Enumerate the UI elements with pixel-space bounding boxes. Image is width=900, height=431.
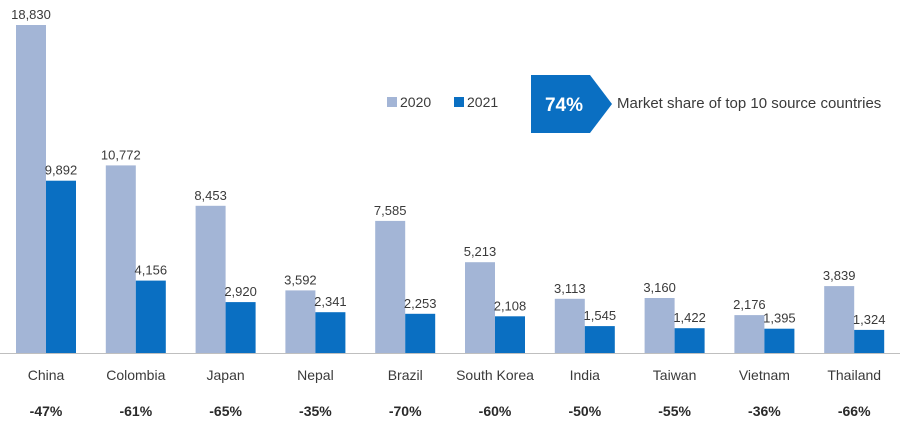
change-label-colombia: -61% [119, 403, 152, 419]
value-label-2021-india: 1,545 [584, 308, 617, 323]
value-label-2021-south-korea: 2,108 [494, 298, 527, 313]
callout-text: Market share of top 10 source countries [617, 95, 881, 112]
category-label-south-korea: South Korea [456, 367, 534, 383]
value-label-2020-thailand: 3,839 [823, 268, 856, 283]
value-label-2020-india: 3,113 [554, 281, 586, 296]
change-label-taiwan: -55% [658, 403, 691, 419]
bar-2021-brazil [405, 313, 436, 353]
legend-label-2021: 2021 [467, 94, 498, 110]
value-label-2020-south-korea: 5,213 [464, 244, 497, 259]
bar-2020-thailand [824, 286, 855, 353]
market-share-callout: 74% Market share of top 10 source countr… [531, 75, 881, 133]
legend: 2020 2021 [387, 94, 498, 110]
category-label-japan: Japan [207, 367, 245, 383]
bar-2021-vietnam [764, 328, 795, 353]
value-label-2021-china: 9,892 [45, 163, 78, 178]
legend-swatch-2021 [454, 97, 464, 107]
bar-2021-china [46, 180, 76, 353]
change-label-india: -50% [568, 403, 601, 419]
bar-2021-colombia [135, 280, 166, 353]
bar-2020-china [16, 25, 46, 353]
value-label-2021-japan: 2,920 [224, 284, 257, 299]
bar-2021-thailand [854, 329, 885, 353]
bar-2020-colombia [105, 165, 136, 353]
change-label-south-korea: -60% [479, 403, 512, 419]
value-label-2020-china: 18,830 [11, 7, 51, 22]
category-label-india: India [570, 367, 601, 383]
bar-2020-nepal [285, 290, 316, 353]
bar-2020-india [554, 298, 585, 353]
bar-2020-south-korea [465, 262, 495, 353]
bar-2020-brazil [375, 220, 406, 353]
change-label-brazil: -70% [389, 403, 422, 419]
value-label-2020-taiwan: 3,160 [643, 280, 676, 295]
category-label-thailand: Thailand [827, 367, 881, 383]
category-label-china: China [28, 367, 65, 383]
category-label-colombia: Colombia [106, 367, 165, 383]
bars-layer [16, 25, 885, 353]
value-label-2021-brazil: 2,253 [404, 296, 437, 311]
change-label-china: -47% [30, 403, 63, 419]
value-label-2020-brazil: 7,585 [374, 203, 407, 218]
labels-layer: 18,830 9,892 China -47% 10,772 4,156 Colombia -… [11, 7, 885, 419]
category-label-taiwan: Taiwan [653, 367, 697, 383]
value-label-2021-nepal: 2,341 [314, 294, 347, 309]
callout-arrow-badge [531, 75, 612, 133]
callout-badge-value: 74% [545, 95, 583, 116]
value-label-2021-colombia: 4,156 [135, 263, 168, 278]
change-label-japan: -65% [209, 403, 242, 419]
bar-2020-vietnam [734, 315, 765, 353]
bar-2021-taiwan [674, 328, 705, 353]
bar-2021-japan [225, 302, 256, 353]
bar-2021-india [584, 326, 615, 353]
change-label-vietnam: -36% [748, 403, 781, 419]
legend-swatch-2020 [387, 97, 397, 107]
bar-2021-nepal [315, 312, 346, 353]
value-label-2020-japan: 8,453 [194, 188, 227, 203]
value-label-2020-vietnam: 2,176 [733, 297, 766, 312]
category-label-nepal: Nepal [297, 367, 334, 383]
value-label-2021-taiwan: 1,422 [673, 310, 706, 325]
value-label-2020-colombia: 10,772 [101, 147, 141, 162]
category-label-brazil: Brazil [388, 367, 423, 383]
bar-2020-taiwan [644, 298, 675, 353]
value-label-2021-thailand: 1,324 [853, 312, 886, 327]
value-label-2021-vietnam: 1,395 [763, 311, 796, 326]
legend-label-2020: 2020 [400, 94, 431, 110]
value-label-2020-nepal: 3,592 [284, 272, 317, 287]
bar-2021-south-korea [495, 316, 525, 353]
category-label-vietnam: Vietnam [739, 367, 790, 383]
bar-2020-japan [195, 205, 226, 353]
change-label-thailand: -66% [838, 403, 871, 419]
change-label-nepal: -35% [299, 403, 332, 419]
